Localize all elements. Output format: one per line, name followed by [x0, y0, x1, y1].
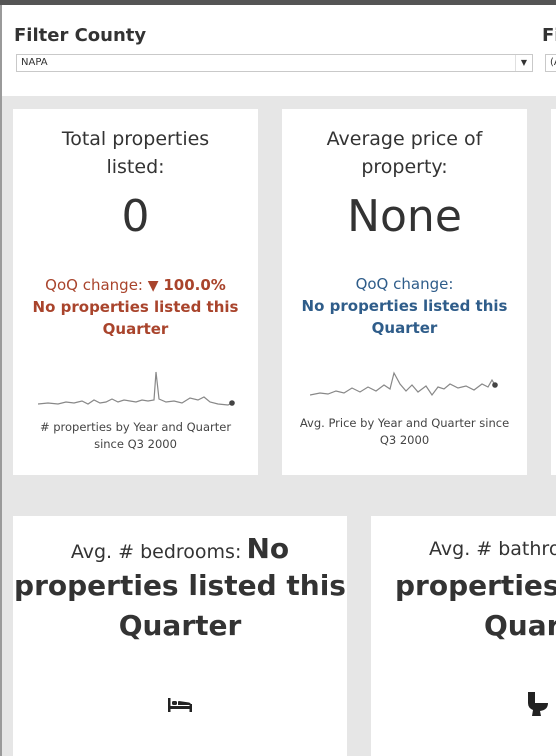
filter-strip: Filter County NAPA ▼ Fi (A [2, 5, 556, 96]
second-filter-value: (A [550, 57, 556, 68]
chevron-down-icon[interactable]: ▼ [515, 55, 532, 71]
total-properties-card: Total properties listed: 0 QoQ change: ▼… [13, 109, 258, 475]
total-properties-qoq: QoQ change: ▼ 100.0% [13, 274, 258, 297]
total-properties-title-line2: listed: [106, 156, 165, 178]
avg-bedrooms-line2: properties listed this [14, 569, 346, 602]
partial-card-top-right [551, 109, 556, 475]
total-properties-value: 0 [121, 191, 150, 242]
average-price-title-line1: Average price of [326, 128, 483, 150]
toilet-icon [528, 692, 548, 716]
average-price-note-line1: No properties listed this [301, 297, 508, 315]
top-bar [0, 0, 556, 5]
total-properties-note-line1: No properties listed this [32, 298, 239, 316]
county-select[interactable]: NAPA ▼ [16, 54, 533, 72]
avg-bedrooms-line3: Quarter [118, 609, 242, 642]
avg-bedrooms-value-start: No [246, 532, 290, 565]
avg-bathrooms-line3: Quart [484, 609, 556, 642]
average-price-caption-line1: Avg. Price by Year and Quarter since [299, 416, 510, 430]
average-price-value: None [347, 191, 462, 242]
average-price-caption-line2: Q3 2000 [379, 433, 430, 447]
second-filter-select[interactable]: (A [545, 54, 556, 72]
bed-icon [168, 698, 192, 712]
total-properties-caption-line2: since Q3 2000 [94, 437, 177, 451]
average-price-note-line2: Quarter [371, 319, 438, 337]
average-price-qoq-label: QoQ change: [355, 275, 454, 293]
total-properties-title-line1: Total properties [61, 128, 210, 150]
second-filter-title: Fi [542, 25, 556, 46]
filter-county-title: Filter County [14, 25, 147, 46]
qoq-value: 100.0% [163, 276, 226, 294]
avg-bathrooms-label: Avg. # bathro [429, 538, 556, 560]
county-select-value: NAPA [21, 57, 48, 68]
avg-bathrooms-line2: properties l [395, 569, 556, 602]
properties-sparkline[interactable] [38, 367, 238, 409]
total-properties-caption-line1: # properties by Year and Quarter [39, 420, 232, 434]
qoq-label: QoQ change: [45, 276, 143, 294]
total-properties-note-line2: Quarter [102, 320, 169, 338]
avg-bedrooms-card: Avg. # bedrooms: No properties listed th… [13, 516, 347, 756]
avg-bathrooms-card: Avg. # bathro properties l Quart [371, 516, 556, 756]
triangle-down-icon: ▼ [147, 278, 159, 294]
avg-bedrooms-label: Avg. # bedrooms: [70, 541, 242, 563]
avg-bedrooms-line1: Avg. # bedrooms: No [13, 532, 347, 570]
average-price-card: Average price of property: None QoQ chan… [282, 109, 527, 475]
average-price-title-line2: property: [361, 156, 448, 178]
left-edge [0, 5, 2, 756]
price-sparkline[interactable] [310, 367, 502, 401]
